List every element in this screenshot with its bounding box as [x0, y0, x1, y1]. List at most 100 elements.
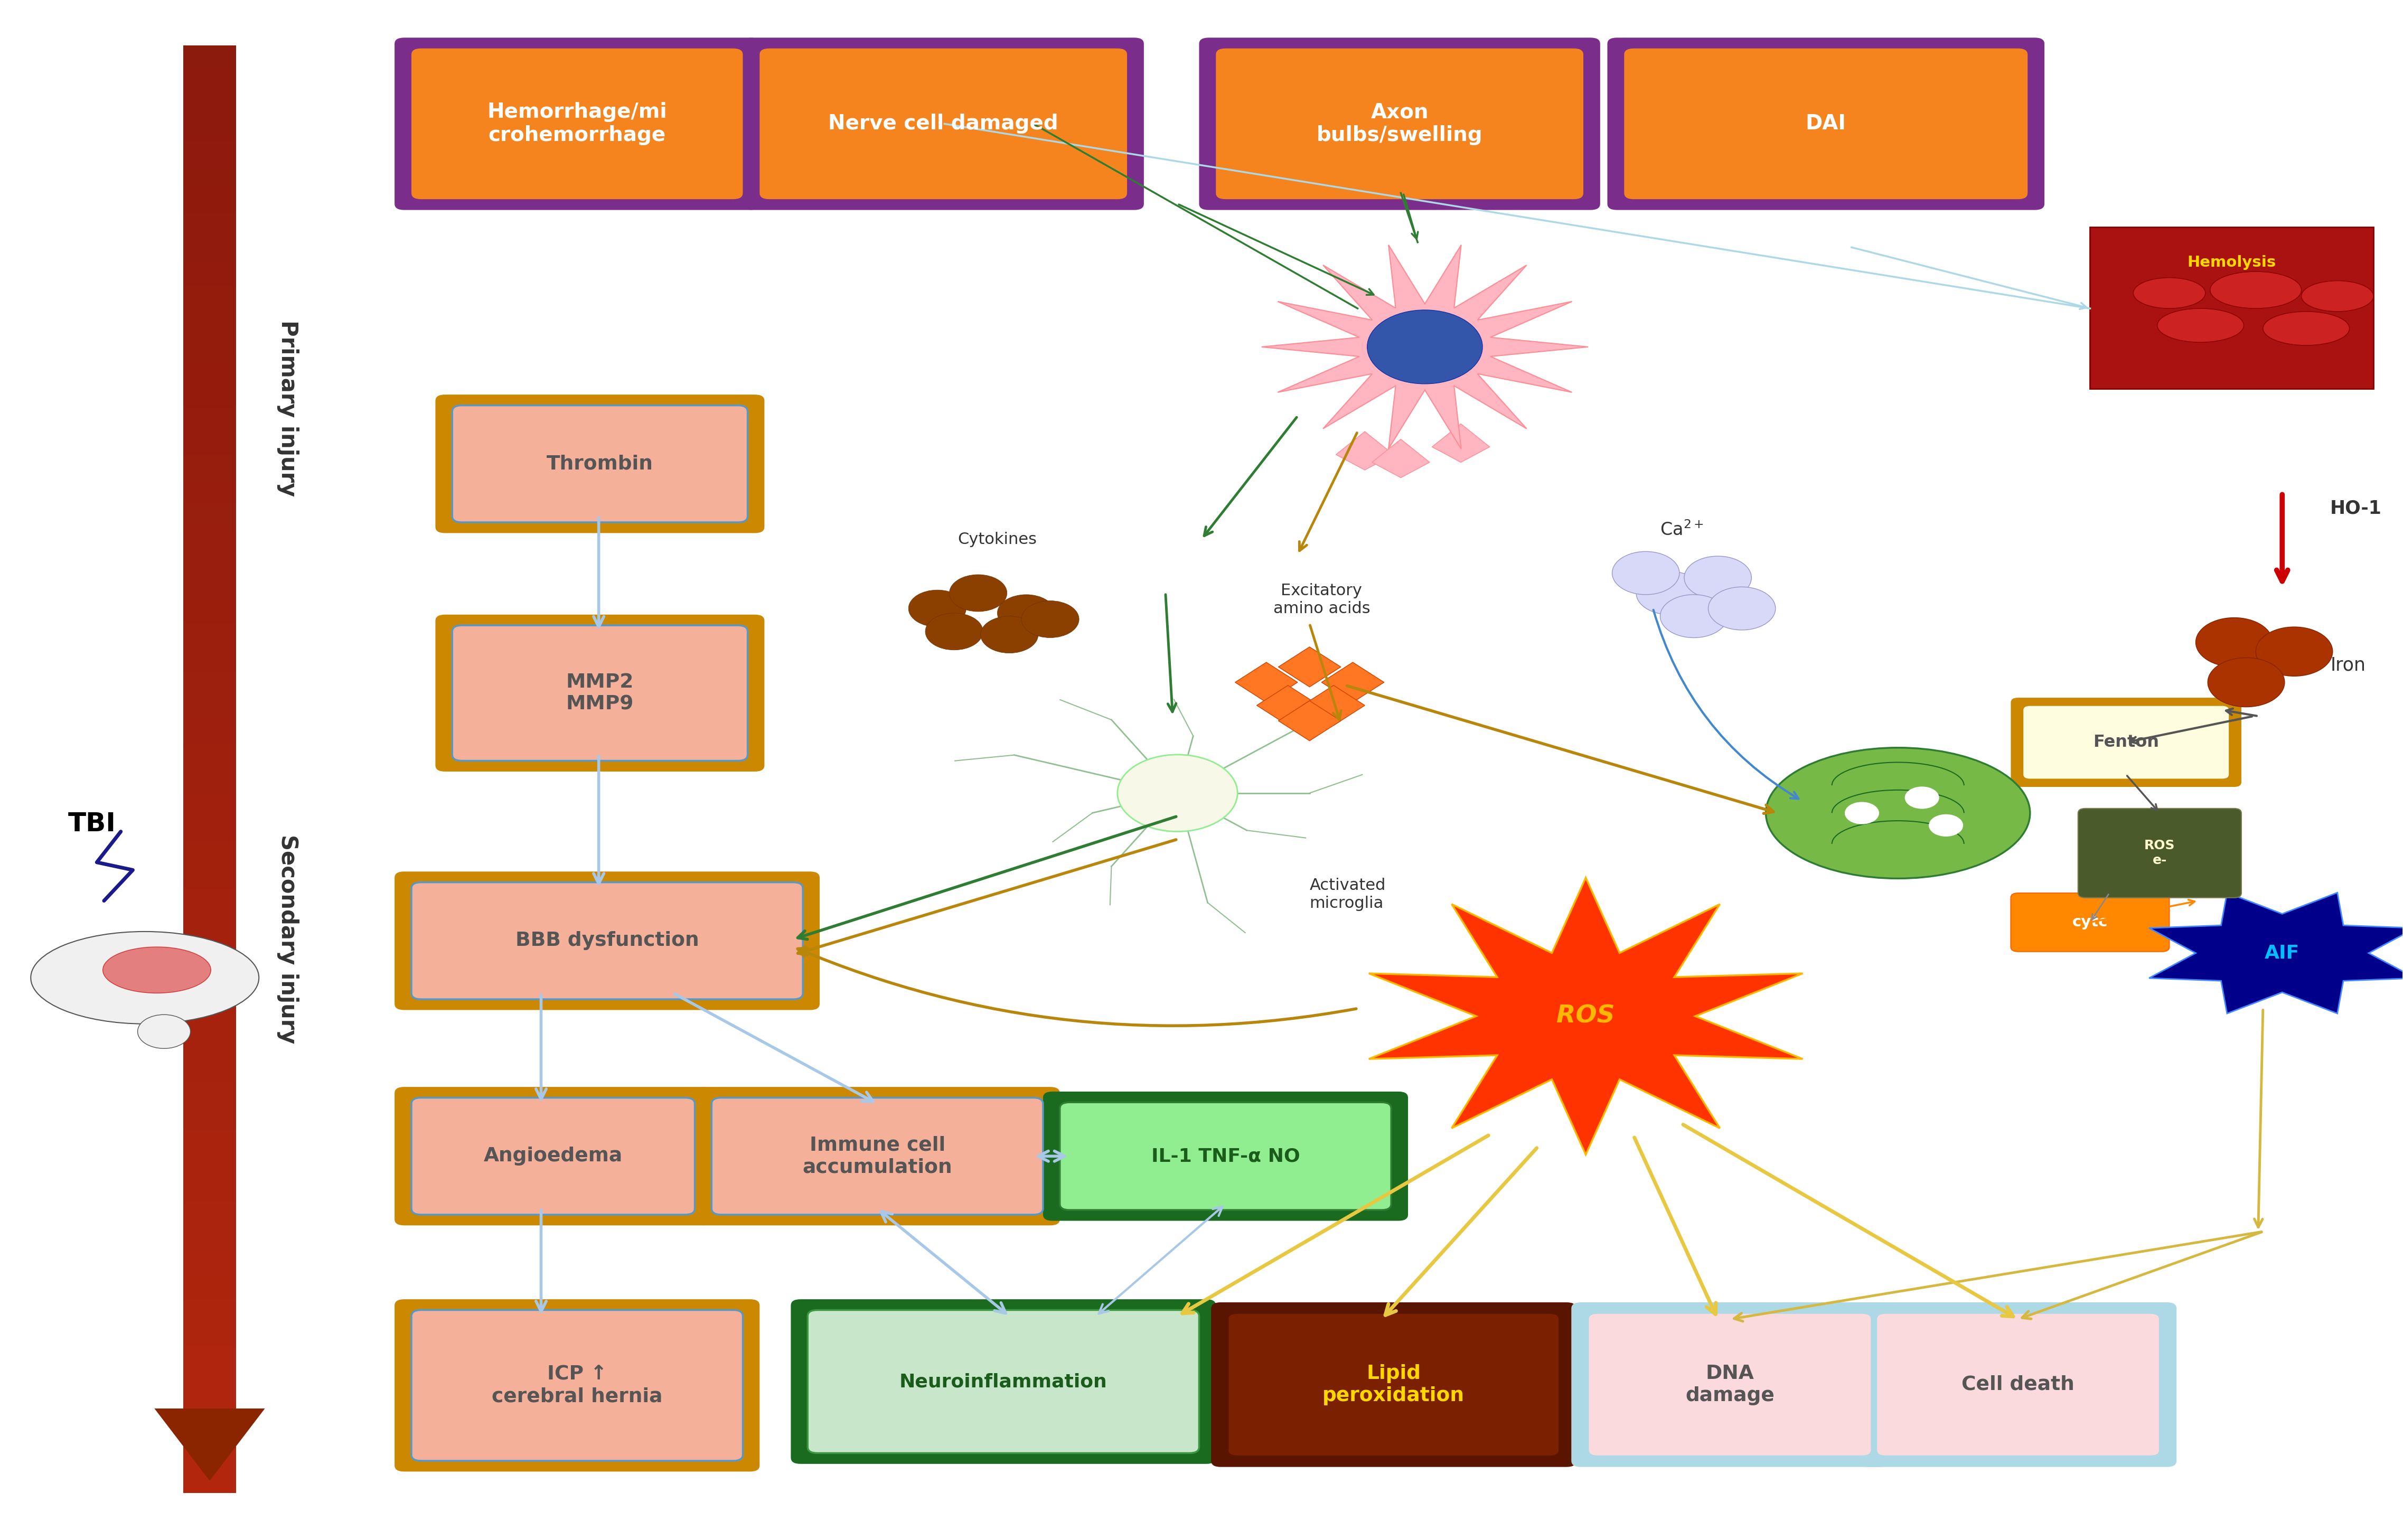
Bar: [183, 359, 235, 385]
Circle shape: [1660, 594, 1728, 638]
Polygon shape: [1432, 424, 1490, 462]
Bar: [183, 599, 235, 625]
Text: DNA
damage: DNA damage: [1685, 1364, 1773, 1404]
Bar: [183, 1106, 235, 1132]
FancyBboxPatch shape: [2011, 698, 2242, 787]
Text: Hemolysis: Hemolysis: [2187, 256, 2276, 270]
Circle shape: [1612, 551, 1680, 594]
Bar: [183, 1058, 235, 1083]
FancyBboxPatch shape: [1608, 37, 2045, 209]
FancyBboxPatch shape: [2011, 893, 2170, 952]
FancyBboxPatch shape: [394, 1300, 759, 1472]
Text: ICP ↑
cerebral hernia: ICP ↑ cerebral hernia: [493, 1364, 663, 1406]
Bar: [183, 938, 235, 962]
Bar: [183, 1395, 235, 1421]
Ellipse shape: [2158, 308, 2244, 342]
Ellipse shape: [2211, 271, 2302, 308]
Bar: [183, 239, 235, 263]
Circle shape: [1636, 571, 1704, 614]
Circle shape: [2256, 627, 2333, 676]
Bar: [183, 383, 235, 408]
Bar: [183, 1130, 235, 1155]
Bar: [183, 1226, 235, 1252]
Polygon shape: [1322, 662, 1384, 702]
Circle shape: [1021, 601, 1079, 638]
Polygon shape: [1235, 662, 1298, 702]
Bar: [183, 407, 235, 433]
Bar: [183, 311, 235, 336]
Circle shape: [1117, 755, 1238, 832]
Bar: [183, 262, 235, 288]
Bar: [183, 648, 235, 673]
Bar: [183, 166, 235, 191]
Bar: [183, 286, 235, 313]
Bar: [183, 527, 235, 553]
FancyBboxPatch shape: [1060, 1103, 1391, 1210]
Ellipse shape: [103, 947, 211, 993]
Text: Lipid
peroxidation: Lipid peroxidation: [1322, 1364, 1466, 1404]
Bar: [183, 624, 235, 650]
FancyBboxPatch shape: [2023, 705, 2230, 779]
Text: Primary injury: Primary injury: [276, 320, 298, 497]
Bar: [183, 1153, 235, 1180]
FancyBboxPatch shape: [452, 405, 747, 522]
Text: Secondary injury: Secondary injury: [276, 835, 298, 1044]
FancyBboxPatch shape: [394, 37, 759, 209]
Circle shape: [997, 594, 1055, 631]
Text: Nerve cell damaged: Nerve cell damaged: [829, 114, 1057, 134]
FancyBboxPatch shape: [1588, 1314, 1872, 1457]
FancyBboxPatch shape: [807, 1311, 1199, 1454]
Bar: [183, 986, 235, 1012]
FancyBboxPatch shape: [1216, 48, 1584, 199]
Bar: [183, 768, 235, 795]
Bar: [183, 117, 235, 143]
Polygon shape: [1336, 431, 1394, 470]
FancyBboxPatch shape: [711, 1098, 1043, 1215]
Circle shape: [1685, 556, 1752, 599]
Bar: [183, 45, 235, 71]
Ellipse shape: [2134, 277, 2206, 308]
Circle shape: [980, 616, 1038, 653]
Circle shape: [2196, 618, 2273, 667]
Polygon shape: [1278, 701, 1341, 741]
Bar: [183, 1298, 235, 1324]
Bar: [183, 431, 235, 457]
Ellipse shape: [137, 1015, 190, 1049]
Polygon shape: [1262, 245, 1588, 448]
FancyBboxPatch shape: [435, 394, 764, 533]
Bar: [183, 1010, 235, 1035]
Polygon shape: [1302, 685, 1365, 725]
Bar: [183, 1323, 235, 1349]
Bar: [183, 744, 235, 770]
FancyBboxPatch shape: [1860, 1303, 2177, 1468]
Text: Neuroinflammation: Neuroinflammation: [899, 1372, 1108, 1391]
Bar: [183, 889, 235, 915]
Bar: [183, 721, 235, 745]
Bar: [183, 1203, 235, 1227]
Bar: [183, 865, 235, 890]
Bar: [183, 696, 235, 722]
Bar: [183, 94, 235, 119]
FancyBboxPatch shape: [411, 882, 803, 999]
Bar: [183, 1178, 235, 1204]
Bar: [183, 479, 235, 505]
Bar: [183, 793, 235, 818]
Text: Cell death: Cell death: [1961, 1375, 2074, 1394]
Bar: [183, 841, 235, 867]
Bar: [183, 1081, 235, 1107]
FancyBboxPatch shape: [411, 1311, 743, 1461]
Text: Activated
microglia: Activated microglia: [1310, 878, 1387, 910]
Polygon shape: [1257, 685, 1319, 725]
Circle shape: [949, 574, 1007, 611]
Text: DAI: DAI: [1805, 114, 1846, 134]
Text: Hemorrhage/mi
crohemorrhage: Hemorrhage/mi crohemorrhage: [488, 102, 668, 145]
Text: HO-1: HO-1: [2331, 499, 2381, 517]
Polygon shape: [1370, 878, 1802, 1155]
Circle shape: [1367, 310, 1483, 383]
FancyBboxPatch shape: [452, 625, 747, 761]
FancyBboxPatch shape: [759, 48, 1127, 199]
Text: Cytokines: Cytokines: [959, 531, 1038, 547]
Ellipse shape: [1766, 748, 2031, 878]
Bar: [183, 961, 235, 987]
Bar: [183, 913, 235, 939]
